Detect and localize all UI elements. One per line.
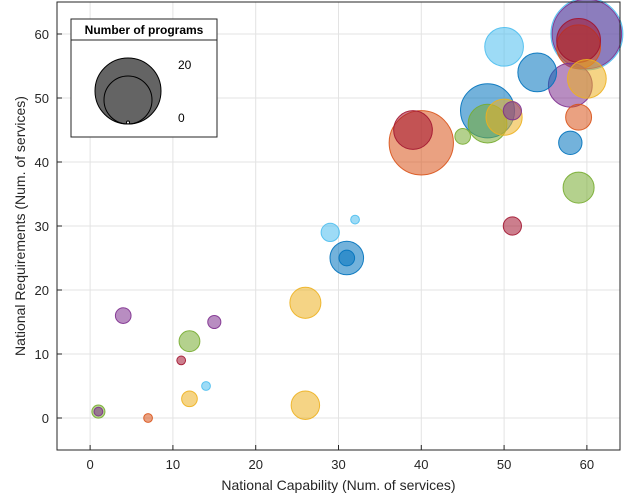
legend-size-label: 20	[178, 58, 192, 72]
legend-size-circle	[94, 57, 162, 125]
data-point	[562, 171, 595, 204]
x-tick-label: 10	[166, 457, 180, 472]
data-point	[517, 52, 558, 93]
data-point	[176, 355, 187, 366]
y-tick-label: 20	[35, 283, 49, 298]
data-point	[290, 390, 321, 420]
y-tick-label: 10	[35, 347, 49, 362]
data-point	[338, 249, 356, 267]
legend-size-circle-inner	[103, 75, 153, 125]
size-legend: Number of programs 20 0	[70, 18, 218, 138]
y-tick-label: 50	[35, 91, 49, 106]
legend-marks: 20 0	[94, 57, 192, 125]
data-point	[114, 307, 132, 324]
tick-labels: 0 10 20 30 40 50 60 0 10 20 30 40 50 60	[35, 27, 595, 472]
data-point	[289, 286, 322, 319]
data-point	[207, 314, 222, 330]
y-tick-label: 0	[42, 411, 49, 426]
data-point	[350, 214, 360, 225]
x-axis-label: National Capability (Num. of services)	[221, 477, 455, 493]
x-tick-label: 20	[248, 457, 262, 472]
y-axis-label: National Requirements (Num. of services)	[12, 96, 28, 356]
y-tick-label: 40	[35, 155, 49, 170]
data-point	[320, 222, 340, 243]
y-tick-label: 30	[35, 219, 49, 234]
data-point	[93, 406, 104, 417]
data-point	[484, 26, 524, 67]
data-point	[393, 110, 433, 150]
data-point	[181, 390, 198, 408]
data-point	[565, 103, 593, 131]
y-tick-label: 60	[35, 27, 49, 42]
x-tick-label: 40	[414, 457, 428, 472]
data-point	[454, 128, 472, 145]
x-tick-label: 50	[497, 457, 511, 472]
data-points	[91, 0, 624, 423]
data-point	[201, 381, 211, 391]
data-point	[143, 413, 153, 423]
x-tick-label: 30	[331, 457, 345, 472]
x-tick-label: 60	[580, 457, 594, 472]
data-point	[556, 17, 602, 63]
x-tick-label: 0	[87, 457, 94, 472]
legend-size-label: 0	[178, 111, 185, 125]
data-point	[502, 101, 522, 121]
data-point	[502, 216, 522, 236]
data-point	[558, 130, 583, 155]
data-point	[567, 58, 607, 99]
legend-title: Number of programs	[85, 23, 204, 37]
data-point	[178, 330, 201, 353]
